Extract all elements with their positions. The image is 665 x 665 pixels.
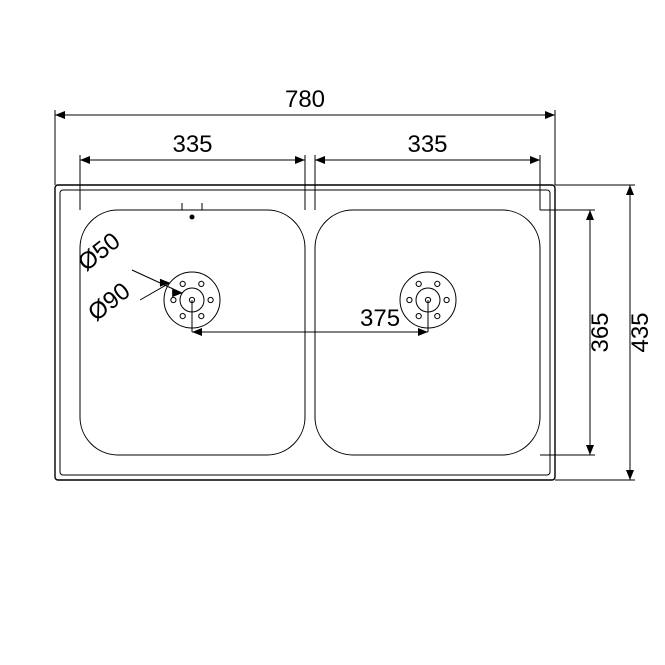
dim-top-right-bowl: 335 [315, 131, 540, 210]
dim-label-780: 780 [285, 86, 325, 113]
dim-label-335: 335 [172, 131, 212, 158]
label-d50: Ø50 [73, 228, 125, 277]
drain-diameter-leaders: Ø50Ø90 [73, 228, 182, 327]
dim-right-bowl: 365 [540, 210, 614, 455]
tap-hole-dot [190, 215, 195, 220]
dim-center-distance: 375 [192, 300, 428, 336]
dim-label-335: 335 [407, 131, 447, 158]
dim-label-365: 365 [587, 312, 614, 352]
dim-label-375: 375 [360, 305, 400, 332]
dim-label-435: 435 [627, 312, 654, 352]
sink-technical-drawing: Ø50Ø90 780 335 335 435 365 375 [0, 0, 665, 665]
dim-top-left-bowl: 335 [80, 131, 305, 210]
label-d90: Ø90 [83, 278, 135, 327]
